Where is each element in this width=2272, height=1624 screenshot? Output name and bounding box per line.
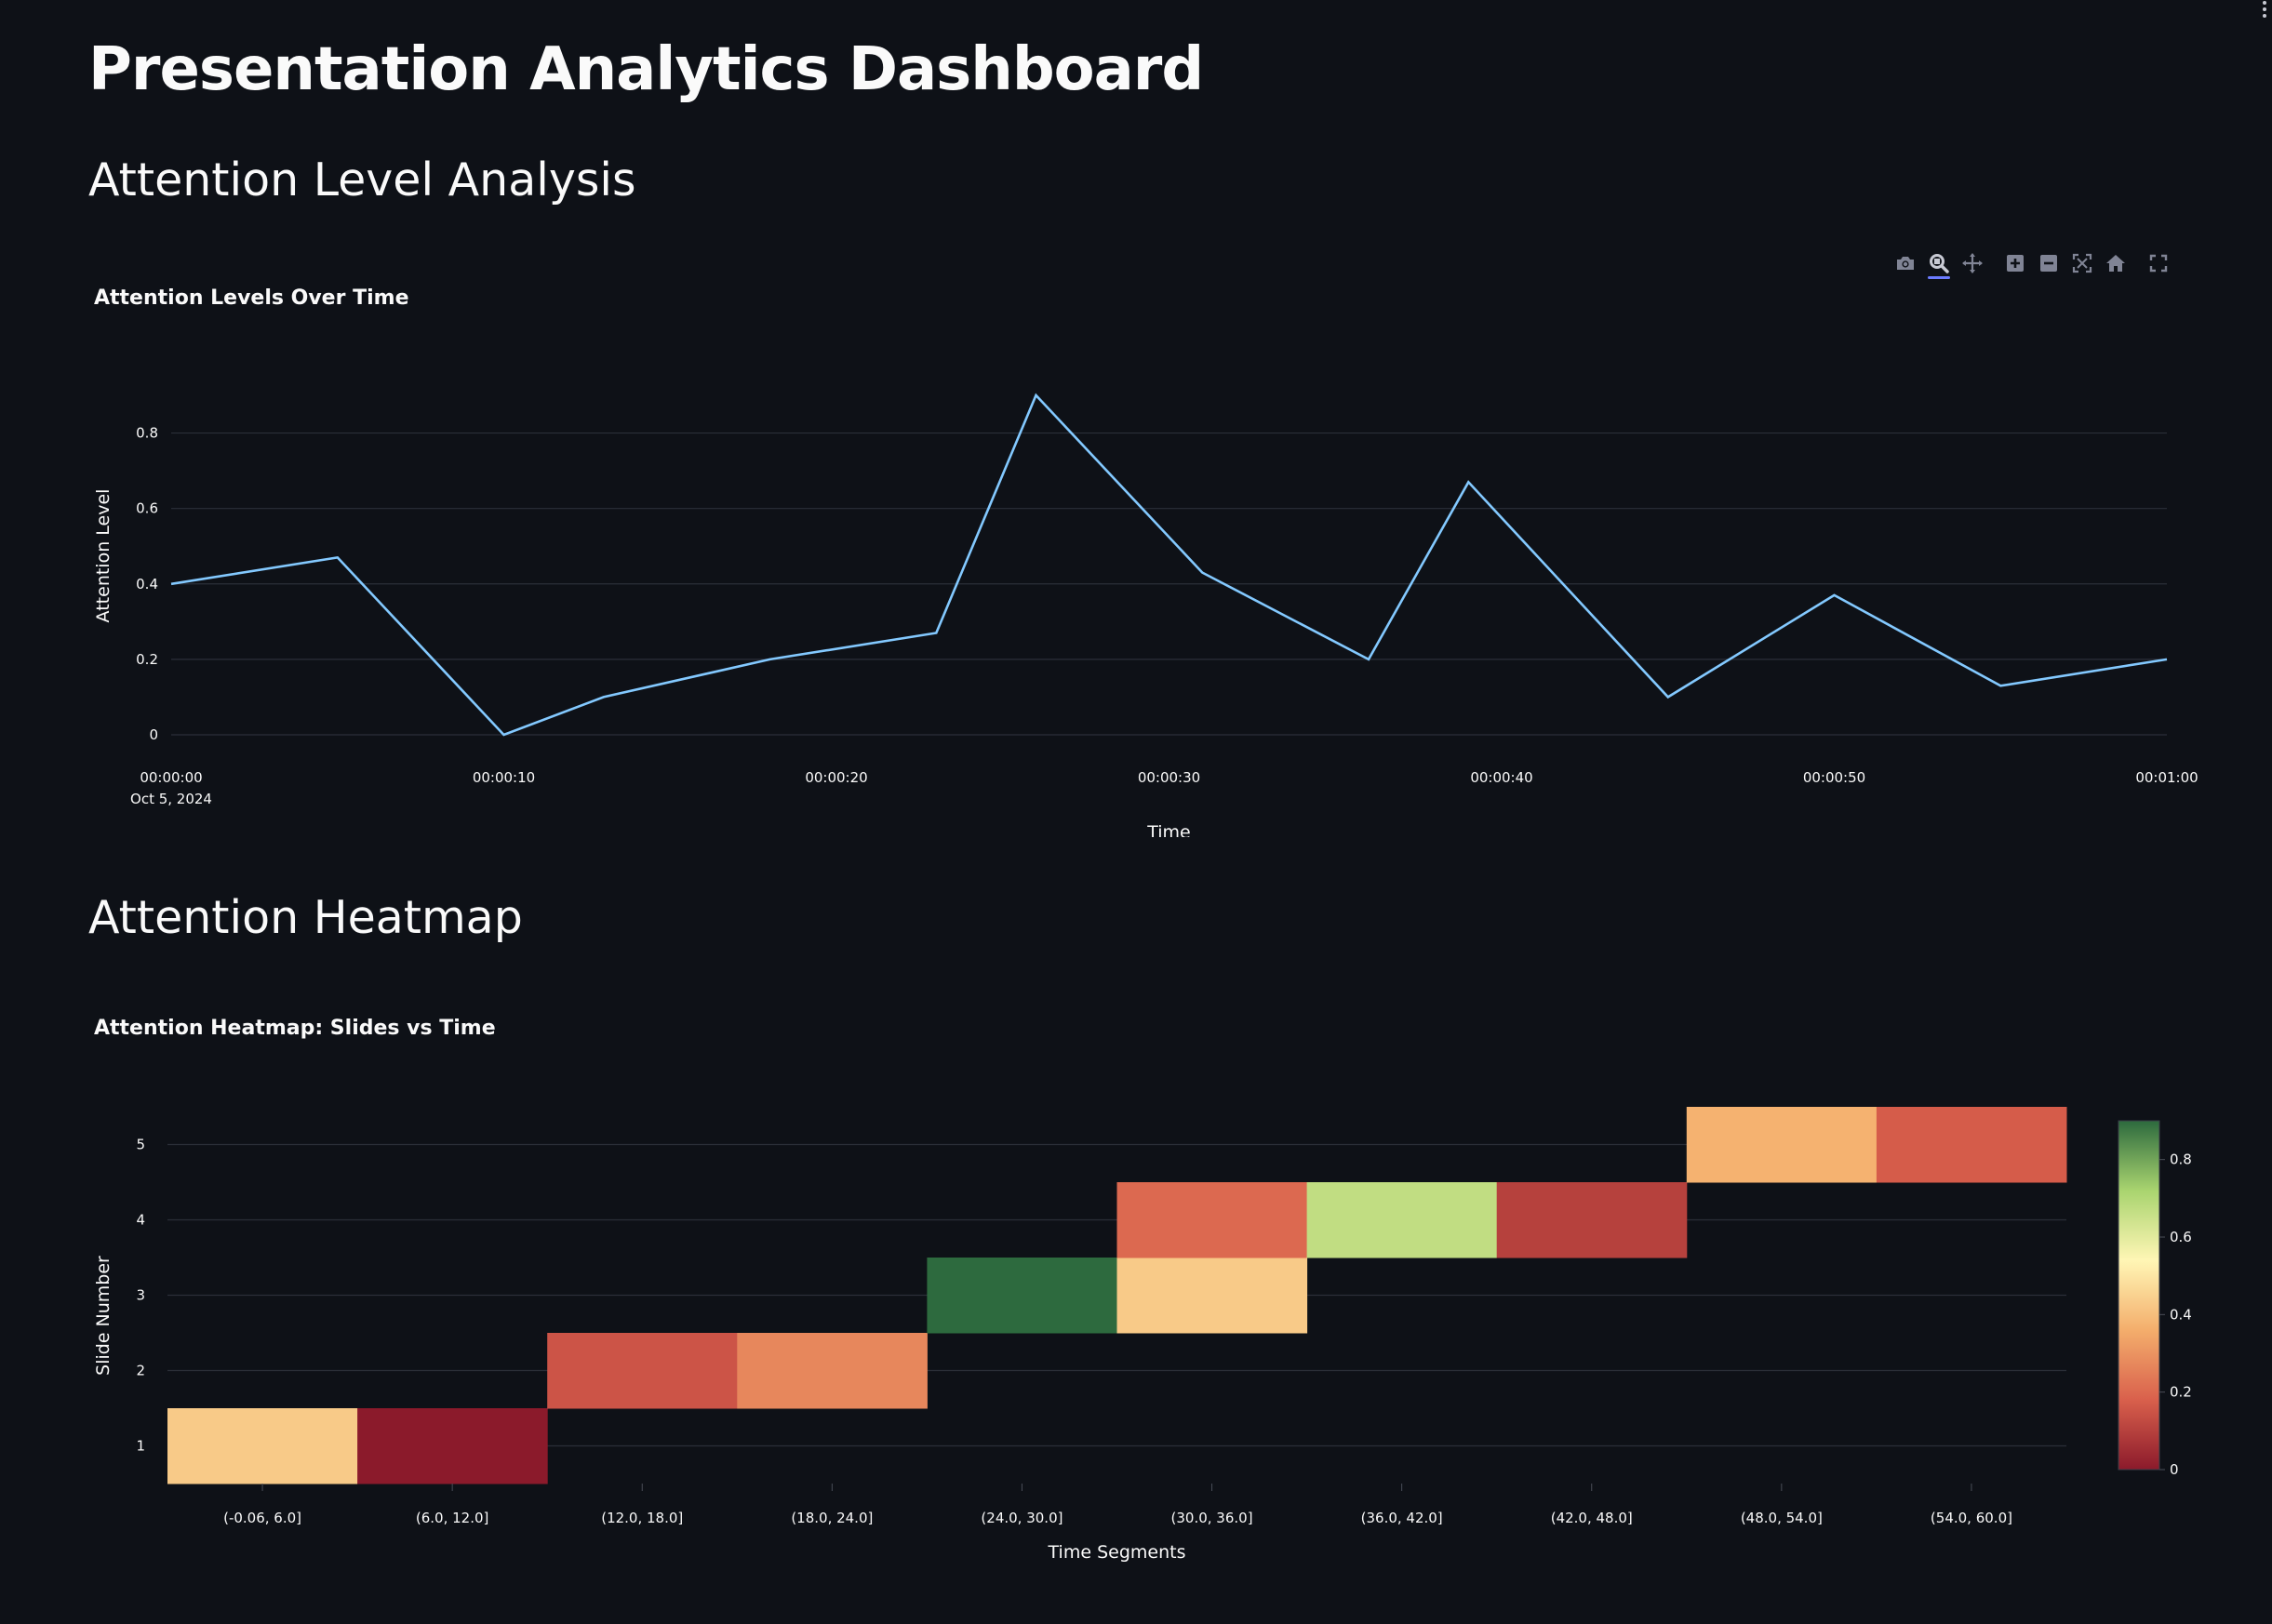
x-tick-label: (54.0, 60.0] <box>1931 1510 2012 1526</box>
heatmap-cell <box>547 1333 738 1409</box>
y-tick-label: 0.2 <box>136 651 158 668</box>
x-tick-label: 00:00:20 <box>805 769 867 786</box>
y-tick-label: 4 <box>136 1212 145 1229</box>
data-point <box>768 657 773 662</box>
heatmap-cell <box>737 1333 928 1409</box>
heatmap-cell <box>1686 1107 1878 1183</box>
data-point <box>501 732 507 738</box>
zoom-in-icon[interactable] <box>1998 247 2032 279</box>
x-tick-label: (24.0, 30.0] <box>981 1510 1062 1526</box>
heatmap-cell <box>1496 1182 1688 1258</box>
y-tick-label: 3 <box>136 1287 145 1304</box>
heatmap-cell <box>1306 1182 1498 1258</box>
data-point <box>601 694 607 699</box>
data-point <box>1998 683 2003 688</box>
x-tick-label: 00:01:00 <box>2135 769 2198 786</box>
colorbar <box>2118 1120 2160 1471</box>
fullscreen-icon[interactable] <box>2142 247 2175 279</box>
x-tick-label: (-0.06, 6.0] <box>223 1510 301 1526</box>
zoom-out-icon[interactable] <box>2032 247 2065 279</box>
y-tick-label: 0 <box>149 726 158 743</box>
heatmap-cell <box>1116 1258 1308 1334</box>
y-tick-label: 0.4 <box>136 576 158 592</box>
x-tick-label: (42.0, 48.0] <box>1551 1510 1633 1526</box>
y-tick-label: 0.8 <box>136 425 158 442</box>
more-options-icon[interactable] <box>2259 0 2270 20</box>
heatmap-cell <box>167 1408 358 1484</box>
x-axis-title: Time Segments <box>1048 1542 1186 1563</box>
data-point <box>1034 393 1039 398</box>
data-point <box>335 554 341 560</box>
y-tick-label: 2 <box>136 1363 145 1379</box>
x-tick-label: (18.0, 24.0] <box>791 1510 873 1526</box>
chart-modebar <box>1889 247 2175 279</box>
x-tick-label: (36.0, 42.0] <box>1361 1510 1443 1526</box>
line-chart[interactable]: 0 0.2 0.4 0.6 0.8 00:00:00 00:00:10 00:00:20 00:… <box>0 316 2272 837</box>
x-tick-label: (6.0, 12.0] <box>416 1510 489 1526</box>
heatmap-cell <box>1116 1182 1308 1258</box>
heatmap-title: Attention Heatmap: Slides vs Time <box>94 1017 496 1040</box>
y-tick-label: 1 <box>136 1438 145 1455</box>
colorbar-tick-label: 0.6 <box>2170 1229 2192 1245</box>
reset-axes-icon[interactable] <box>2099 247 2132 279</box>
x-tick-label: 00:00:50 <box>1803 769 1865 786</box>
data-point <box>933 631 939 636</box>
data-point <box>1199 570 1205 576</box>
y-axis-title: Slide Number <box>93 1256 114 1376</box>
data-point <box>2164 657 2170 662</box>
y-tick-label: 0.6 <box>136 500 158 517</box>
colorbar-tick-label: 0.2 <box>2170 1384 2192 1401</box>
data-point <box>1832 592 1838 598</box>
section-title-attention: Attention Level Analysis <box>88 153 636 206</box>
zoom-icon[interactable] <box>1922 247 1956 279</box>
series-line <box>170 393 2168 737</box>
colorbar-tick-label: 0 <box>2170 1461 2179 1478</box>
data-point <box>1465 479 1471 485</box>
data-point <box>1665 694 1671 699</box>
section-title-heatmap: Attention Heatmap <box>88 891 523 944</box>
heatmap-chart[interactable]: 1 2 3 4 5 (-0.06, 6.0] (6.0, 12.0] (12.0, 18.0]… <box>0 1070 2272 1591</box>
x-tick-label: 00:00:00 <box>140 769 202 786</box>
heatmap-cell <box>927 1258 1117 1334</box>
camera-icon[interactable] <box>1889 247 1922 279</box>
x-axis-title: Time <box>1146 822 1191 837</box>
x-tick-label: 00:00:30 <box>1138 769 1200 786</box>
line-chart-title: Attention Levels Over Time <box>94 286 409 310</box>
y-tick-label: 5 <box>136 1137 145 1153</box>
data-point <box>168 581 174 587</box>
page-title: Presentation Analytics Dashboard <box>88 35 1204 104</box>
x-tick-label: 00:00:10 <box>473 769 535 786</box>
x-tick-label: (30.0, 36.0] <box>1171 1510 1253 1526</box>
x-tick-date: Oct 5, 2024 <box>130 791 212 807</box>
y-axis-title: Attention Level <box>93 489 114 623</box>
autoscale-icon[interactable] <box>2065 247 2099 279</box>
heatmap-cell <box>1876 1107 2067 1183</box>
colorbar-tick-label: 0.4 <box>2170 1306 2192 1323</box>
x-tick-label: 00:00:40 <box>1470 769 1532 786</box>
colorbar-tick-label: 0.8 <box>2170 1151 2192 1168</box>
x-tick-label: (12.0, 18.0] <box>601 1510 683 1526</box>
heatmap-cell <box>357 1408 548 1484</box>
data-point <box>1366 657 1371 662</box>
x-tick-label: (48.0, 54.0] <box>1741 1510 1823 1526</box>
pan-icon[interactable] <box>1956 247 1989 279</box>
